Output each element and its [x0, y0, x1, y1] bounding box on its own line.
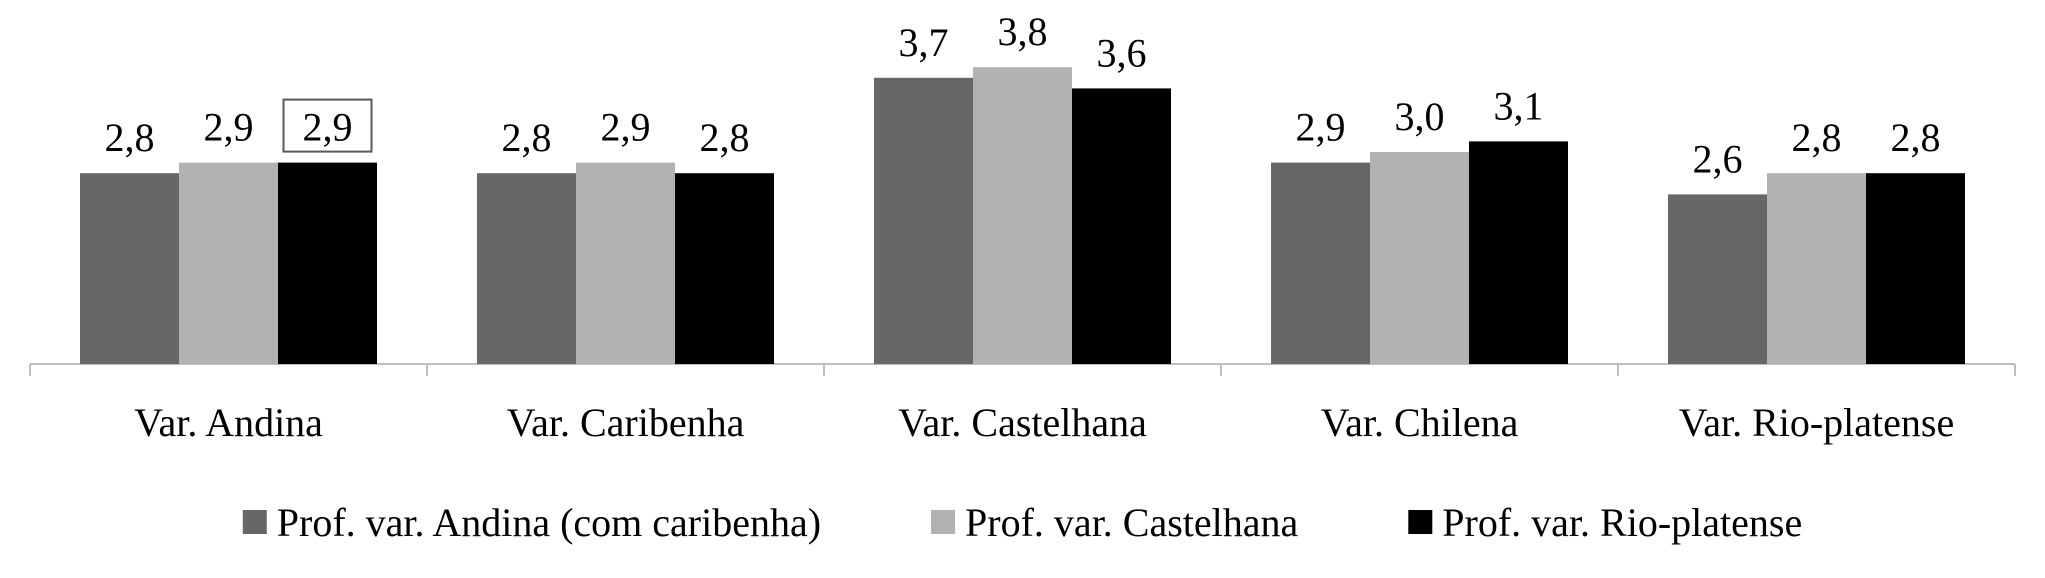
value-label: 2,8 — [1792, 115, 1842, 160]
x-axis-ticks — [29, 364, 2016, 376]
bar-var-rio-platense-series-1 — [1668, 194, 1767, 364]
value-labels-group: 2,8 2,9 2,9 2,8 2,9 2,8 3,7 3,8 3,6 2,9 3,0 3,1 2,6 2… — [105, 9, 1941, 181]
value-label: 2,9 — [204, 105, 254, 150]
value-label: 2,8 — [105, 115, 155, 160]
bar-var-chilena-series-1 — [1271, 162, 1370, 364]
legend-label: Prof. var. Andina (com caribenha) — [277, 500, 821, 545]
category-label-var-chilena: Var. Chilena — [1321, 400, 1519, 445]
bars-group — [80, 67, 1965, 365]
legend-swatch — [242, 510, 267, 534]
legend-item-3: Prof. var. Rio-platense — [1408, 500, 1802, 545]
bar-var-rio-platense-series-3 — [1866, 173, 1965, 364]
category-label-var-rio-platense: Var. Rio-platense — [1679, 400, 1955, 445]
value-label: 3,7 — [899, 20, 949, 65]
legend-swatch — [1408, 510, 1433, 534]
bar-var-andina-series-3 — [278, 162, 377, 364]
value-label: 2,9 — [303, 105, 353, 150]
value-label: 2,8 — [502, 115, 552, 160]
value-label: 3,1 — [1494, 83, 1544, 128]
value-label: 3,8 — [998, 9, 1048, 54]
bar-var-andina-series-2 — [179, 162, 278, 364]
bar-var-castelhana-series-3 — [1072, 88, 1171, 365]
category-label-var-andina: Var. Andina — [134, 400, 323, 445]
bar-var-caribenha-series-1 — [477, 173, 576, 364]
legend-item-1: Prof. var. Andina (com caribenha) — [242, 500, 821, 545]
bar-var-castelhana-series-2 — [973, 67, 1072, 364]
legend: Prof. var. Andina (com caribenha) Prof. v… — [242, 500, 1802, 545]
bar-var-caribenha-series-2 — [576, 162, 675, 364]
value-label: 3,6 — [1097, 30, 1147, 75]
bar-var-rio-platense-series-2 — [1767, 173, 1866, 364]
highlight-box — [282, 98, 373, 153]
bar-var-castelhana-series-1 — [874, 77, 973, 365]
value-label: 2,9 — [1296, 105, 1346, 150]
value-label: 2,8 — [1891, 115, 1941, 160]
value-label: 3,0 — [1395, 94, 1445, 139]
bar-var-chilena-series-3 — [1469, 141, 1568, 364]
legend-label: Prof. var. Castelhana — [965, 500, 1298, 545]
bar-var-andina-series-1 — [80, 173, 179, 364]
bar-var-caribenha-series-3 — [675, 173, 774, 364]
bar-var-chilena-series-2 — [1370, 152, 1469, 364]
category-label-var-castelhana: Var. Castelhana — [898, 400, 1147, 445]
legend-swatch — [931, 510, 956, 534]
category-label-var-caribenha: Var. Caribenha — [507, 400, 745, 445]
value-label: 2,6 — [1693, 136, 1743, 181]
value-label: 2,9 — [601, 105, 651, 150]
category-labels-group: Var. Andina Var. Caribenha Var. Castelhana… — [134, 400, 1954, 445]
value-label: 2,8 — [700, 115, 750, 160]
legend-item-2: Prof. var. Castelhana — [931, 500, 1299, 545]
legend-label: Prof. var. Rio-platense — [1442, 500, 1802, 545]
